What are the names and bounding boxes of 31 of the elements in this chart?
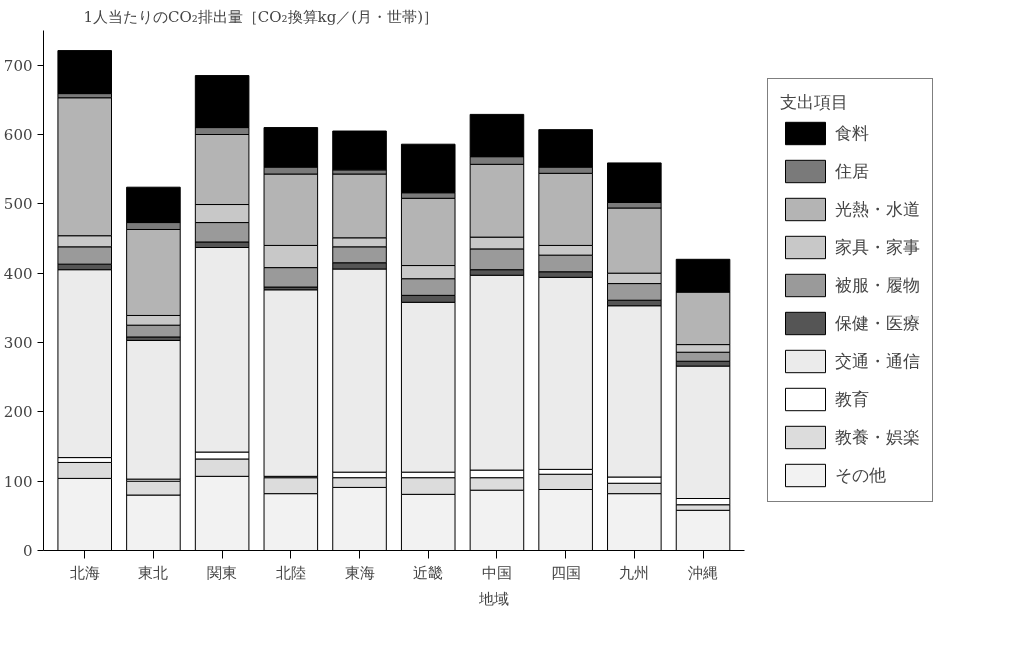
x-tick-label: 関東	[207, 563, 238, 582]
legend-label: 教養・娯楽	[835, 425, 920, 449]
y-tick-label: 0	[22, 542, 33, 560]
x-tick-label: 北陸	[275, 563, 306, 582]
x-tick-label: 北海	[69, 563, 100, 582]
x-tick-label: 四国	[550, 563, 581, 582]
y-tick-label: 400	[3, 264, 33, 283]
y-tick-label: 200	[3, 403, 33, 422]
chart-title: 1人当たりのCO₂排出量［CO₂換算kg／(月・世帯)］	[83, 7, 439, 26]
x-tick-label: 沖縄	[688, 563, 719, 582]
legend-label: 交通・通信	[835, 349, 920, 373]
y-tick-label: 700	[3, 56, 33, 75]
x-tick-label: 東北	[138, 563, 169, 582]
x-tick-label: 東海	[344, 563, 375, 582]
y-tick-label: 600	[3, 126, 33, 144]
legend-label: 家具・家事	[835, 235, 920, 259]
legend-label: 保健・医療	[835, 311, 920, 335]
legend-label: その他	[835, 463, 886, 487]
legend-label: 教育	[835, 387, 869, 411]
x-tick-label: 近畿	[413, 563, 444, 582]
y-tick-label: 500	[3, 195, 33, 214]
legend-label: 光熱・水道	[835, 197, 920, 221]
legend-title: 支出項目	[780, 91, 849, 114]
legend-label: 被服・履物	[835, 273, 920, 297]
x-tick-label: 九州	[619, 563, 650, 582]
y-tick-label: 300	[3, 334, 33, 352]
legend-label: 食料	[835, 121, 869, 145]
x-tick-label: 中国	[481, 563, 512, 582]
x-axis-title: 地域	[477, 589, 509, 608]
y-tick-label: 100	[3, 472, 33, 491]
legend-label: 住居	[835, 159, 869, 183]
